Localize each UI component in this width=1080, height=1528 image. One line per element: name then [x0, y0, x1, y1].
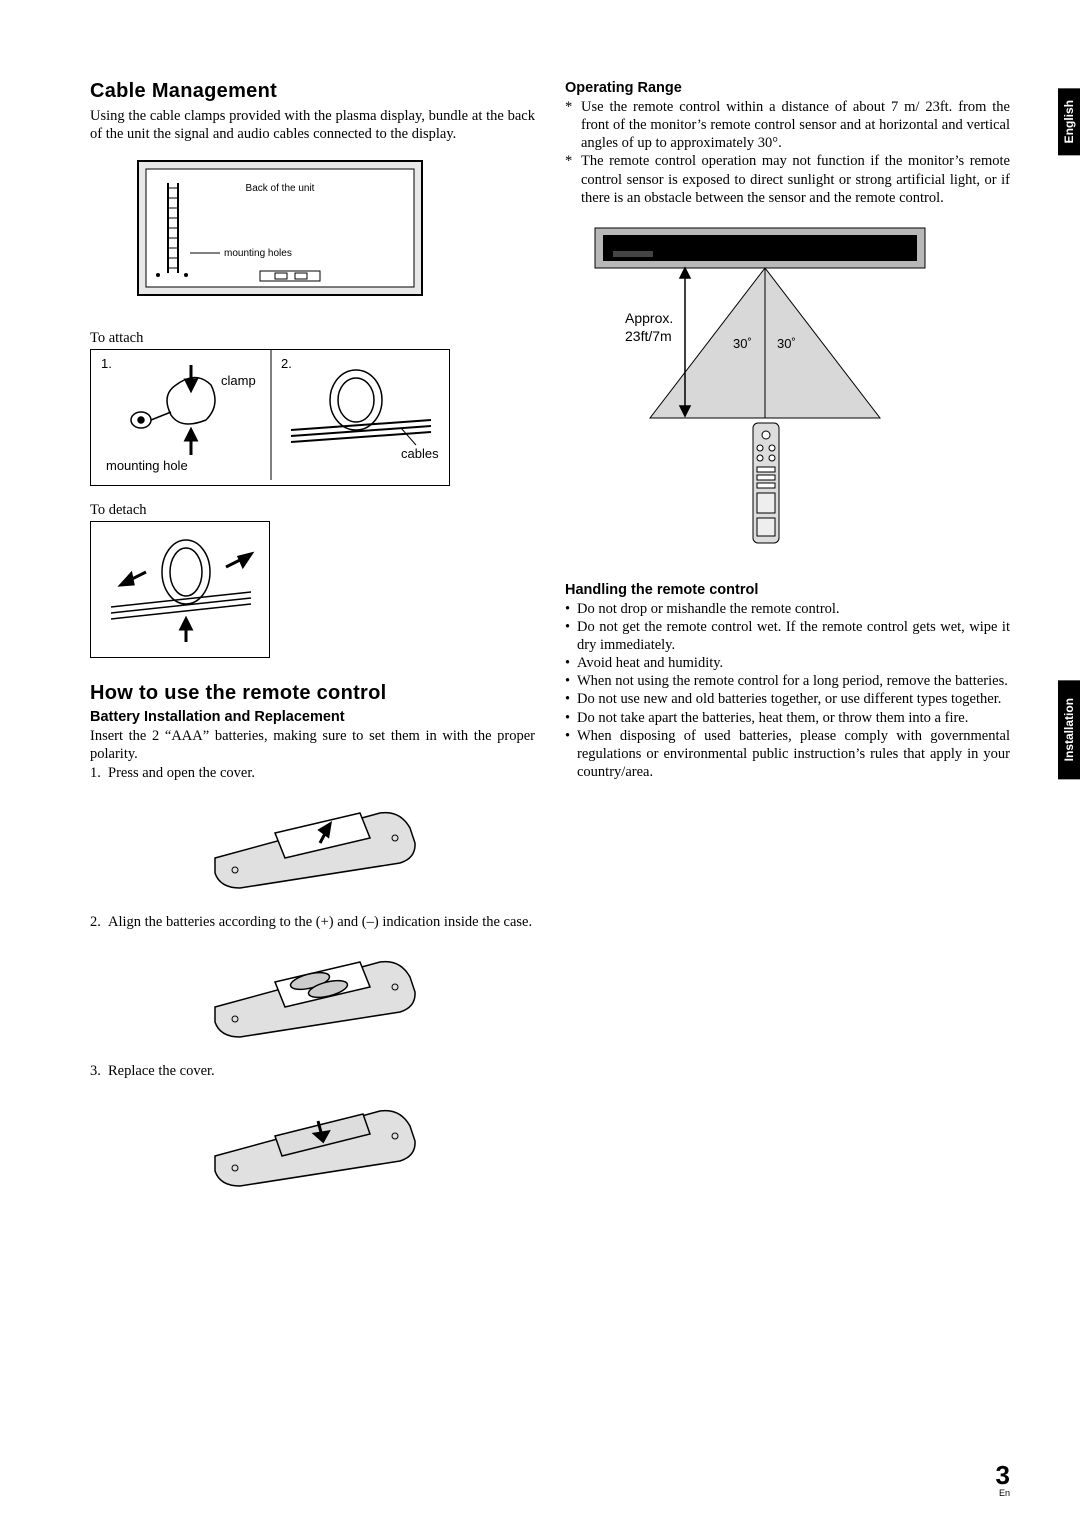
op-note-1-text: Use the remote control within a distance… [581, 98, 1010, 152]
step-2: 2. Align the batteries according to the … [90, 913, 535, 931]
bullet-6: •Do not take apart the batteries, heat t… [565, 709, 1010, 727]
text-battery-intro: Insert the 2 “AAA” batteries, making sur… [90, 727, 535, 763]
label-approx: Approx. [625, 310, 673, 326]
figure-detach [90, 521, 270, 658]
tab-installation: Installation [1058, 680, 1080, 779]
step-2-text: Align the batteries according to the (+)… [108, 913, 535, 931]
text-cable-intro: Using the cable clamps provided with the… [90, 107, 535, 143]
label-back-of-unit: Back of the unit [246, 183, 315, 194]
label-mounting-hole: mounting hole [106, 458, 188, 473]
bullet-5: •Do not use new and old batteries togeth… [565, 690, 1010, 708]
bullet-3-text: Avoid heat and humidity. [577, 654, 1010, 672]
right-column: Operating Range * Use the remote control… [565, 80, 1010, 1201]
heading-remote: How to use the remote control [90, 682, 535, 705]
step-1-text: Press and open the cover. [108, 764, 535, 782]
figure-remote-close [200, 1086, 535, 1201]
caption-to-detach: To detach [90, 502, 535, 519]
subhead-operating-range: Operating Range [565, 80, 1010, 96]
label-attach-2: 2. [281, 356, 292, 371]
bullet-4: •When not using the remote control for a… [565, 672, 1010, 690]
label-angle-2: 30˚ [777, 336, 796, 351]
figure-back-of-unit: Back of the unit mounting holes [130, 153, 535, 308]
bullet-4-text: When not using the remote control for a … [577, 672, 1010, 690]
step-3-num: 3. [90, 1062, 108, 1080]
left-column: Cable Management Using the cable clamps … [90, 80, 535, 1201]
tab-english: English [1058, 88, 1080, 155]
bullet-5-text: Do not use new and old batteries togethe… [577, 690, 1010, 708]
bullet-7-text: When disposing of used batteries, please… [577, 727, 1010, 781]
figure-attach: 1. 2. clamp mounting hole [90, 349, 450, 486]
label-cables: cables [401, 446, 439, 461]
bullet-7: •When disposing of used batteries, pleas… [565, 727, 1010, 781]
step-3-text: Replace the cover. [108, 1062, 535, 1080]
subhead-handling: Handling the remote control [565, 582, 1010, 598]
page-content: Cable Management Using the cable clamps … [0, 0, 1080, 1241]
label-angle-1: 30˚ [733, 336, 752, 351]
figure-remote-open [200, 788, 535, 903]
step-1: 1. Press and open the cover. [90, 764, 535, 782]
page-number-value: 3 [996, 1462, 1010, 1488]
label-attach-1: 1. [101, 356, 112, 371]
bullet-3: •Avoid heat and humidity. [565, 654, 1010, 672]
label-clamp: clamp [221, 373, 256, 388]
bullet-2: •Do not get the remote control wet. If t… [565, 618, 1010, 654]
label-dist: 23ft/7m [625, 328, 672, 344]
caption-to-attach: To attach [90, 330, 535, 347]
label-mounting-holes: mounting holes [224, 248, 292, 259]
bullet-1-text: Do not drop or mishandle the remote cont… [577, 600, 1010, 618]
bullet-2-text: Do not get the remote control wet. If th… [577, 618, 1010, 654]
op-note-2: * The remote control operation may not f… [565, 152, 1010, 206]
step-2-num: 2. [90, 913, 108, 931]
subhead-battery: Battery Installation and Replacement [90, 709, 535, 725]
heading-cable-management: Cable Management [90, 80, 535, 103]
page-number: 3 En [996, 1462, 1010, 1498]
bullet-1: •Do not drop or mishandle the remote con… [565, 600, 1010, 618]
bullet-6-text: Do not take apart the batteries, heat th… [577, 709, 1010, 727]
op-note-2-text: The remote control operation may not fun… [581, 152, 1010, 206]
op-note-1: * Use the remote control within a distan… [565, 98, 1010, 152]
step-3: 3. Replace the cover. [90, 1062, 535, 1080]
step-1-num: 1. [90, 764, 108, 782]
figure-remote-batteries [200, 937, 535, 1052]
figure-operating-range: Approx. 23ft/7m 30˚ 30˚ [565, 223, 1010, 558]
